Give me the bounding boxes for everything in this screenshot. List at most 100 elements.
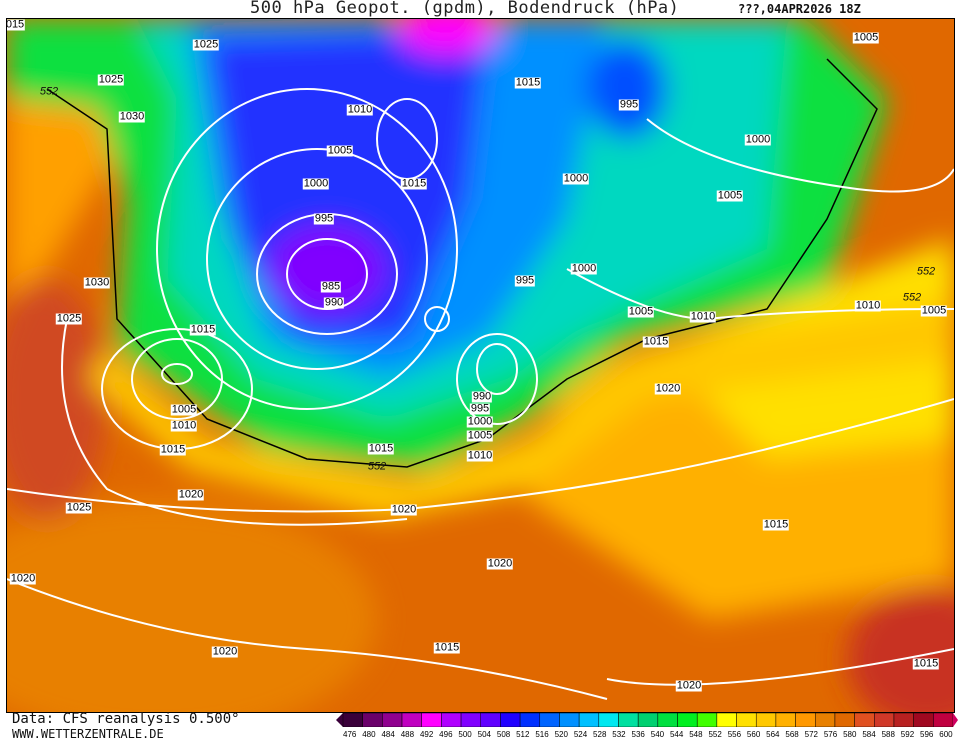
isobar-label: 1015 — [642, 335, 670, 348]
scale-swatch — [598, 713, 619, 727]
isobar-label: 1030 — [83, 276, 111, 289]
scale-swatch — [795, 713, 816, 727]
isobar-label: 995 — [469, 402, 491, 415]
scale-arrow-high — [953, 713, 958, 727]
isobar-label: 1005 — [920, 304, 948, 317]
isobar-label: 1005 — [716, 189, 744, 202]
isobar-label: 1015 — [762, 518, 790, 531]
isobar-label: 1005 — [466, 429, 494, 442]
scale-swatch — [834, 713, 855, 727]
isobar-label: 1015 — [189, 323, 217, 336]
scale-tick-label: 548 — [689, 730, 703, 739]
scale-swatch — [559, 713, 580, 727]
website: WWW.WETTERZENTRALE.DE — [12, 727, 164, 741]
scale-swatch — [480, 713, 501, 727]
scale-tick-label: 556 — [727, 730, 742, 739]
scale-swatch — [342, 713, 363, 727]
scale-tick-label: 572 — [804, 730, 818, 739]
scale-tick-label: 576 — [823, 730, 838, 739]
scale-swatch — [815, 713, 836, 727]
scale-swatch — [775, 713, 796, 727]
scale-swatch — [519, 713, 541, 727]
scale-swatch — [893, 713, 914, 727]
scale-tick-label: 584 — [862, 730, 876, 739]
scale-swatch — [401, 713, 422, 727]
scale-tick-label: 528 — [593, 730, 607, 739]
data-source: Data: CFS reanalysis 0.500° — [12, 711, 240, 727]
isobar-label: 015 — [6, 18, 26, 31]
scale-tick-label: 476 — [343, 730, 357, 739]
scale-swatch — [755, 713, 777, 727]
scale-tick-label: 500 — [458, 730, 472, 739]
scale-swatch — [539, 713, 560, 727]
isobar-label: 1030 — [118, 110, 146, 123]
scale-swatch — [441, 713, 462, 727]
geopotential-label: 552 — [916, 265, 936, 278]
geopotential-field — [7, 19, 954, 712]
scale-tick-label: 540 — [650, 730, 665, 739]
run-timestamp: ???,04APR2026 18Z — [738, 2, 861, 16]
scale-tick-label: 588 — [881, 730, 895, 739]
scale-tick-label: 552 — [708, 730, 722, 739]
isobar-label: 1010 — [854, 299, 882, 312]
isobar-label: 1000 — [562, 172, 590, 185]
scale-swatch — [657, 713, 678, 727]
scale-tick-label: 600 — [939, 730, 953, 739]
scale-tick-label: 524 — [573, 730, 588, 739]
scale-tick-label: 536 — [631, 730, 645, 739]
isobar-label: 1015 — [433, 641, 461, 654]
isobar-label: 1020 — [9, 572, 37, 585]
isobar-label: 990 — [471, 390, 493, 403]
isobar-label: 1020 — [211, 645, 239, 658]
scale-tick-label: 560 — [746, 730, 761, 739]
isobar-label: 1025 — [65, 501, 93, 514]
map-title: 500 hPa Geopot. (gpdm), Bodendruck (hPa) — [250, 0, 680, 18]
isobar-label: 1000 — [302, 177, 330, 190]
isobar-label: 1010 — [346, 103, 374, 116]
scale-tick-label: 544 — [669, 730, 684, 739]
scale-swatch — [618, 713, 639, 727]
scale-swatch — [854, 713, 875, 727]
isobar-label: 995 — [313, 212, 335, 225]
isobar-label: 995 — [618, 98, 640, 111]
scale-tick-label: 488 — [400, 730, 415, 739]
geopotential-label: 552 — [367, 460, 387, 473]
scale-tick-label: 568 — [785, 730, 799, 739]
isobar-label: 1020 — [177, 488, 205, 501]
scale-tick-label: 504 — [477, 730, 491, 739]
scale-tick-label: 596 — [920, 730, 934, 739]
scale-tick-label: 564 — [766, 730, 780, 739]
isobar-label: 1005 — [852, 31, 880, 44]
scale-tick-label: 516 — [535, 730, 549, 739]
scale-tick-label: 492 — [419, 730, 434, 739]
isobar-label: 1025 — [55, 312, 83, 325]
isobar-label: 1000 — [570, 262, 598, 275]
isobar-label: 1010 — [689, 310, 717, 323]
isobar-label: 1020 — [654, 382, 682, 395]
scale-tick-label: 512 — [516, 730, 530, 739]
isobar-label: 1005 — [170, 403, 198, 416]
isobar-label: 1015 — [367, 442, 395, 455]
scale-swatch — [382, 713, 403, 727]
isobar-label: 1005 — [326, 144, 354, 157]
isobar-label: 1000 — [744, 133, 772, 146]
scale-tick-label: 532 — [612, 730, 626, 739]
color-scale — [336, 713, 958, 727]
scale-tick-label: 520 — [554, 730, 568, 739]
isobar-label: 990 — [323, 296, 345, 309]
isobar-label: 1025 — [192, 38, 220, 51]
isobar-label: 1020 — [390, 503, 418, 516]
scale-swatch — [736, 713, 757, 727]
isobar-label: 1005 — [627, 305, 655, 318]
geopotential-label: 552 — [39, 85, 59, 98]
scale-swatch — [716, 713, 737, 727]
isobar-label: 1025 — [97, 73, 125, 86]
weather-map: 015 552 1025 1025 1030 1030 1025 1015 1005 1010 10… — [6, 18, 955, 713]
isobar-label: 985 — [320, 280, 342, 293]
scale-swatch — [362, 713, 383, 727]
color-scale-ticks: 476 480 484 488 492 496 500 504 508 512 516 520 524 5… — [343, 730, 953, 741]
isobar-label: 1020 — [675, 679, 703, 692]
scale-swatch — [578, 713, 600, 727]
isobar-label: 1000 — [466, 415, 494, 428]
scale-swatch — [913, 713, 934, 727]
